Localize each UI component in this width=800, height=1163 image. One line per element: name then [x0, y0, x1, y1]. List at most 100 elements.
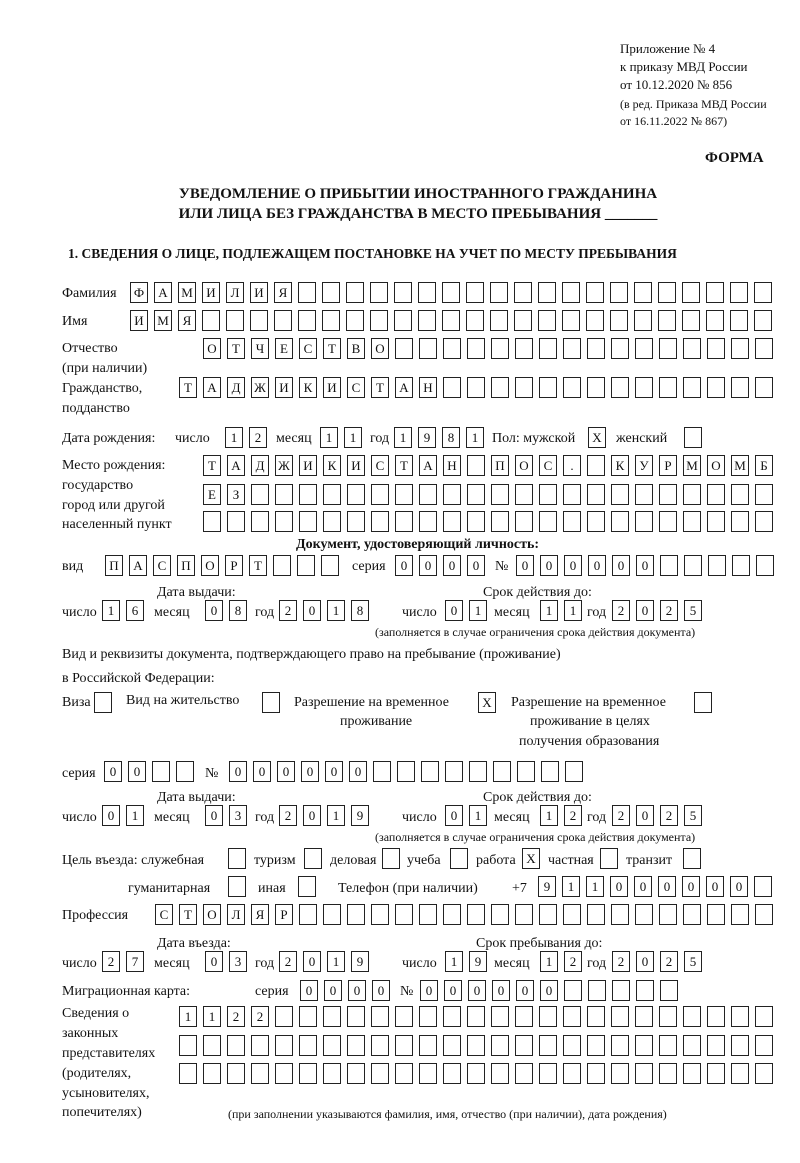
- purpose-other-cell[interactable]: [298, 876, 316, 897]
- birthplace3-cell[interactable]: [347, 511, 365, 532]
- id-series-cell[interactable]: 0: [443, 555, 461, 576]
- id-issue-month-cell[interactable]: 0: [205, 600, 223, 621]
- birthplace2-cell[interactable]: [563, 484, 581, 505]
- birthplace3-cell[interactable]: [395, 511, 413, 532]
- reps1-cell[interactable]: [347, 1006, 365, 1027]
- id-kind-cell[interactable]: [321, 555, 339, 576]
- surname-cell[interactable]: [610, 282, 628, 303]
- birthplace2-cell[interactable]: [395, 484, 413, 505]
- id-kind-cell[interactable]: Р: [225, 555, 243, 576]
- name-cell[interactable]: [490, 310, 508, 331]
- id-valid-day-cell[interactable]: 1: [469, 600, 487, 621]
- profession-cell[interactable]: [587, 904, 605, 925]
- reps2-cell[interactable]: [203, 1035, 221, 1056]
- birthplace2-cell[interactable]: [683, 484, 701, 505]
- reps3-cell[interactable]: [299, 1063, 317, 1084]
- reps1-cell[interactable]: [635, 1006, 653, 1027]
- mc-number-cell[interactable]: 0: [540, 980, 558, 1001]
- patronymic-cell[interactable]: Е: [275, 338, 293, 359]
- right-number-cell[interactable]: 0: [229, 761, 247, 782]
- birthplace3-cell[interactable]: [755, 511, 773, 532]
- right-issue-year-cell[interactable]: 2: [279, 805, 297, 826]
- purpose-work-cell[interactable]: X: [522, 848, 540, 869]
- entry-year-cell[interactable]: 1: [327, 951, 345, 972]
- reps1-cell[interactable]: [467, 1006, 485, 1027]
- reps3-cell[interactable]: [179, 1063, 197, 1084]
- birthplace3-cell[interactable]: [323, 511, 341, 532]
- profession-cell[interactable]: [443, 904, 461, 925]
- profession-cell[interactable]: О: [203, 904, 221, 925]
- stay-year-cell[interactable]: 5: [684, 951, 702, 972]
- surname-cell[interactable]: [538, 282, 556, 303]
- name-cell[interactable]: [418, 310, 436, 331]
- reps2-cell[interactable]: [395, 1035, 413, 1056]
- reps2-cell[interactable]: [467, 1035, 485, 1056]
- profession-cell[interactable]: Л: [227, 904, 245, 925]
- id-issue-year-cell[interactable]: 8: [351, 600, 369, 621]
- birthplace2-cell[interactable]: [587, 484, 605, 505]
- reps1-cell[interactable]: [419, 1006, 437, 1027]
- reps2-cell[interactable]: [515, 1035, 533, 1056]
- citizenship-cell[interactable]: [611, 377, 629, 398]
- profession-cell[interactable]: [299, 904, 317, 925]
- right-number-cell[interactable]: [469, 761, 487, 782]
- id-valid-month-cell[interactable]: 1: [540, 600, 558, 621]
- id-kind-cell[interactable]: А: [129, 555, 147, 576]
- birthplace2-cell[interactable]: Е: [203, 484, 221, 505]
- birthplace1-cell[interactable]: С: [539, 455, 557, 476]
- id-issue-year-cell[interactable]: 2: [279, 600, 297, 621]
- reps1-cell[interactable]: [491, 1006, 509, 1027]
- stay-day-cell[interactable]: 9: [469, 951, 487, 972]
- citizenship-cell[interactable]: [563, 377, 581, 398]
- id-number-cell[interactable]: 0: [588, 555, 606, 576]
- right-issue-day-cell[interactable]: 1: [126, 805, 144, 826]
- birthplace3-cell[interactable]: [515, 511, 533, 532]
- patronymic-cell[interactable]: [587, 338, 605, 359]
- name-cell[interactable]: [586, 310, 604, 331]
- birthplace3-cell[interactable]: [467, 511, 485, 532]
- surname-cell[interactable]: [370, 282, 388, 303]
- mc-number-cell[interactable]: 0: [492, 980, 510, 1001]
- name-cell[interactable]: [634, 310, 652, 331]
- birthplace2-cell[interactable]: [491, 484, 509, 505]
- right-valid-year-cell[interactable]: 0: [636, 805, 654, 826]
- citizenship-cell[interactable]: [731, 377, 749, 398]
- patronymic-cell[interactable]: О: [203, 338, 221, 359]
- citizenship-cell[interactable]: [635, 377, 653, 398]
- right-series-cell[interactable]: [176, 761, 194, 782]
- id-issue-month-cell[interactable]: 8: [229, 600, 247, 621]
- birthplace1-cell[interactable]: Т: [203, 455, 221, 476]
- reps2-cell[interactable]: [179, 1035, 197, 1056]
- birth-month-cell[interactable]: 1: [344, 427, 362, 448]
- birthplace1-cell[interactable]: М: [731, 455, 749, 476]
- mc-series-cell[interactable]: 0: [348, 980, 366, 1001]
- mc-number-cell[interactable]: 0: [516, 980, 534, 1001]
- mc-number-cell[interactable]: 0: [468, 980, 486, 1001]
- patronymic-cell[interactable]: [563, 338, 581, 359]
- reps2-cell[interactable]: [611, 1035, 629, 1056]
- reps2-cell[interactable]: [299, 1035, 317, 1056]
- phone-cell[interactable]: [754, 876, 772, 897]
- reps3-cell[interactable]: [347, 1063, 365, 1084]
- birthplace2-cell[interactable]: [611, 484, 629, 505]
- right-number-cell[interactable]: [373, 761, 391, 782]
- reps3-cell[interactable]: [443, 1063, 461, 1084]
- reps1-cell[interactable]: 2: [251, 1006, 269, 1027]
- surname-cell[interactable]: А: [154, 282, 172, 303]
- surname-cell[interactable]: [634, 282, 652, 303]
- purpose-official-cell[interactable]: [228, 848, 246, 869]
- profession-cell[interactable]: [371, 904, 389, 925]
- id-number-cell[interactable]: [732, 555, 750, 576]
- birthplace3-cell[interactable]: [707, 511, 725, 532]
- reps3-cell[interactable]: [635, 1063, 653, 1084]
- entry-month-cell[interactable]: 0: [205, 951, 223, 972]
- birthplace1-cell[interactable]: О: [707, 455, 725, 476]
- birthplace3-cell[interactable]: [731, 511, 749, 532]
- birthplace1-cell[interactable]: Т: [395, 455, 413, 476]
- surname-cell[interactable]: [442, 282, 460, 303]
- citizenship-cell[interactable]: [707, 377, 725, 398]
- reps1-cell[interactable]: [587, 1006, 605, 1027]
- birthplace2-cell[interactable]: [539, 484, 557, 505]
- right-series-cell[interactable]: 0: [104, 761, 122, 782]
- birth-day-cell[interactable]: 2: [249, 427, 267, 448]
